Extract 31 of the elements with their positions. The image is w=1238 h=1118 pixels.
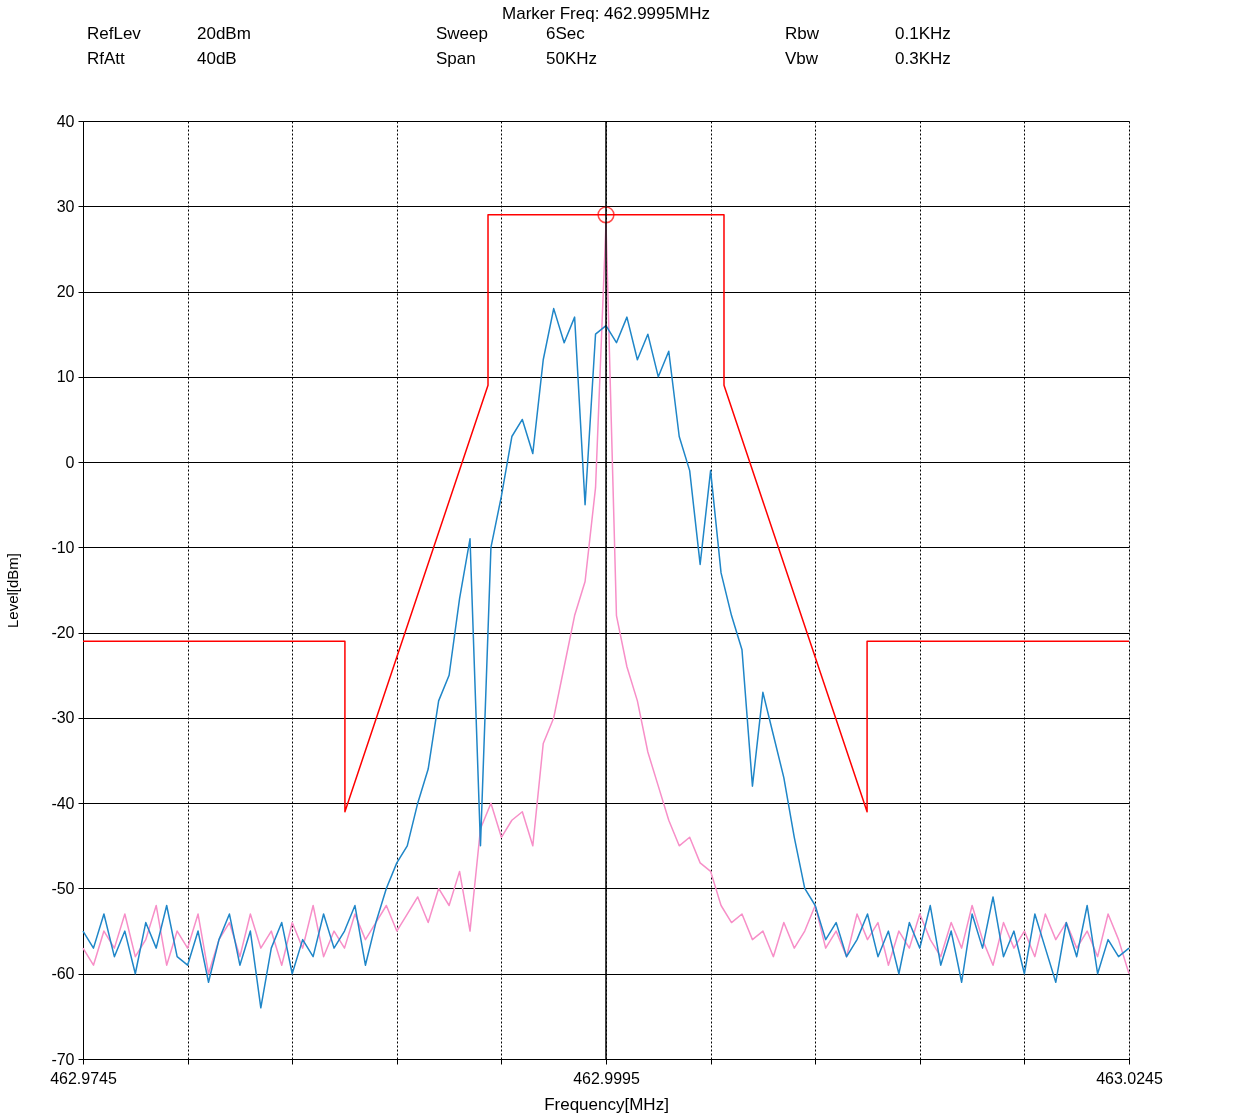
y-tick-label: -10 (51, 538, 75, 556)
text: Span (436, 49, 476, 68)
y-tick-label: -70 (51, 1050, 75, 1068)
y-tick-label: 10 (56, 368, 75, 386)
y-tick-label: 30 (56, 197, 75, 215)
y-tick-label: 20 (56, 283, 75, 301)
text: Sweep (436, 24, 488, 43)
text: 40dB (197, 49, 237, 68)
text: 20dBm (197, 24, 251, 43)
text: RefLev (87, 24, 142, 43)
x-tick-label: 462.9995 (573, 1069, 640, 1087)
chart-title: Marker Freq: 462.9995MHz (502, 4, 710, 23)
y-tick-label: 40 (56, 112, 75, 130)
x-axis-title: Frequency[MHz] (544, 1094, 669, 1114)
y-axis-title: Level[dBm] (4, 552, 22, 629)
text: 6Sec (546, 24, 586, 43)
x-tick-label: 463.0245 (1096, 1069, 1163, 1087)
text: 0.3KHz (895, 49, 951, 68)
y-tick-label: -20 (51, 624, 75, 642)
y-tick-label: -50 (51, 879, 75, 897)
y-tick-label: -60 (51, 965, 75, 983)
text: Rbw (785, 24, 820, 43)
text: 0.1KHz (895, 24, 951, 43)
x-tick-label: 462.9745 (50, 1069, 117, 1087)
y-tick-label: 0 (65, 453, 75, 471)
line-series (82, 307, 1130, 1009)
y-tick-label: -40 (51, 794, 75, 812)
y-tick-label: -30 (51, 709, 75, 727)
text: RfAtt (87, 49, 126, 68)
text: Vbw (785, 49, 819, 68)
text: 50KHz (546, 49, 598, 68)
